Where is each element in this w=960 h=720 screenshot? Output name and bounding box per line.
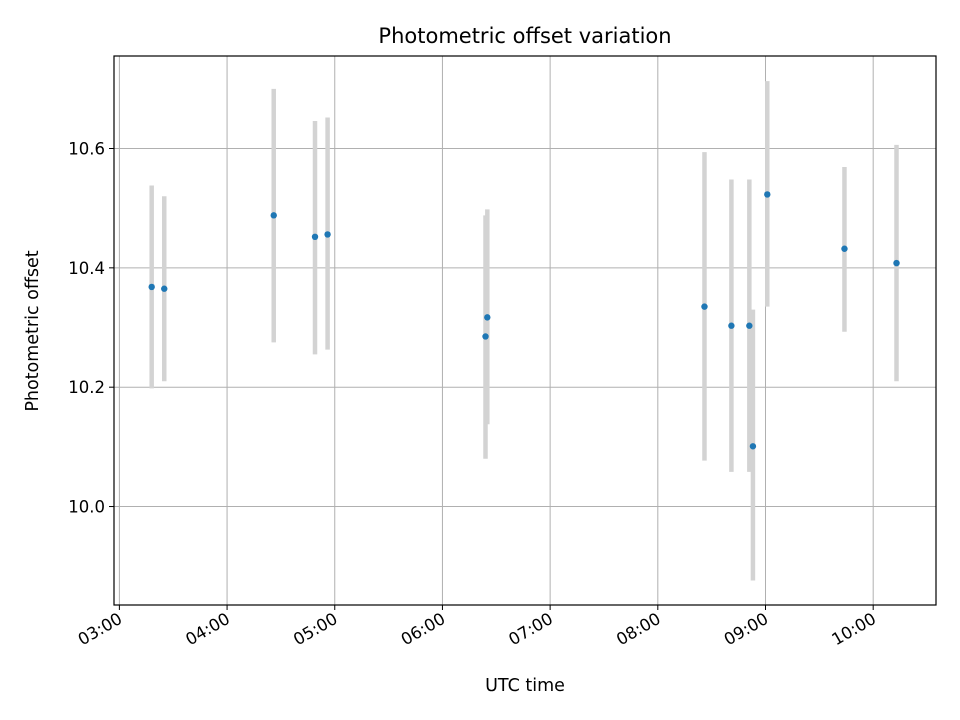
data-point — [161, 285, 168, 292]
x-tick-label: 09:00 — [721, 609, 772, 649]
data-point — [728, 322, 735, 329]
y-axis: 10.0 10.2 10.4 10.6 — [68, 139, 114, 517]
y-axis-label: Photometric offset — [23, 250, 43, 411]
errorbar-layer — [149, 81, 899, 581]
chart-title: Photometric offset variation — [378, 24, 671, 48]
x-tick-label: 07:00 — [505, 609, 556, 649]
data-point — [841, 245, 848, 252]
data-point — [749, 443, 757, 450]
data-point — [482, 333, 489, 340]
x-tick-label: 08:00 — [613, 609, 664, 649]
data-point — [484, 314, 491, 321]
y-tick-label: 10.4 — [68, 259, 105, 278]
data-point — [270, 212, 277, 219]
data-point — [148, 283, 155, 291]
x-tick-label: 03:00 — [75, 609, 126, 649]
y-tick-label: 10.2 — [68, 378, 105, 397]
x-tick-label: 06:00 — [398, 609, 449, 649]
y-tick-label: 10.0 — [68, 498, 105, 517]
x-axis-label: UTC time — [485, 676, 565, 696]
data-point — [893, 259, 900, 267]
y-tick-label: 10.6 — [68, 139, 105, 158]
x-tick-label: 04:00 — [182, 609, 233, 649]
data-point — [764, 191, 771, 198]
data-point — [324, 231, 331, 238]
data-point — [701, 303, 708, 310]
grid-layer — [114, 56, 936, 605]
data-point — [746, 322, 753, 329]
point-layer — [148, 191, 900, 450]
data-point — [311, 233, 319, 241]
x-tick-label: 05:00 — [290, 609, 341, 649]
x-tick-label: 10:00 — [828, 609, 879, 649]
x-axis: 03:00 04:00 05:00 06:00 07:00 08:00 09:00 10:00 — [75, 605, 879, 649]
plot-frame — [113, 55, 937, 606]
